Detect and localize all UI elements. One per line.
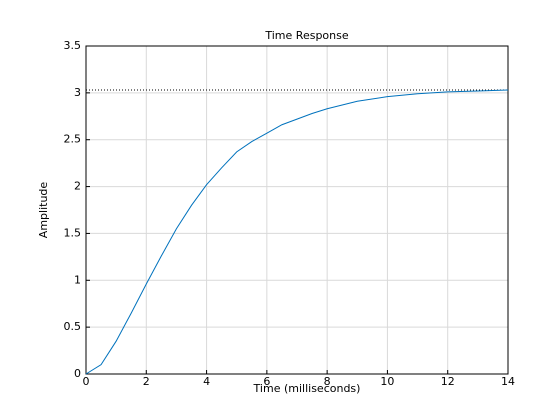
x-tick-label: 12 [441, 375, 455, 388]
y-axis-label: Amplitude [37, 182, 50, 239]
x-tick-label: 8 [324, 375, 331, 388]
x-tick-label: 14 [501, 375, 515, 388]
x-axis-label: Time (milliseconds) [253, 382, 361, 395]
y-tick-label: 3.5 [64, 39, 82, 52]
y-tick-label: 1 [74, 273, 81, 286]
plot-frame [85, 45, 509, 375]
y-tick-label: 1.5 [64, 226, 82, 239]
x-tick-label: 10 [380, 375, 394, 388]
x-tick-label: 6 [263, 375, 270, 388]
x-tick-label: 0 [83, 375, 90, 388]
y-tick-label: 0.5 [64, 320, 82, 333]
y-tick-label: 0 [74, 367, 81, 380]
y-tick-label: 2.5 [64, 133, 82, 146]
y-tick-label: 2 [74, 180, 81, 193]
y-tick-label: 3 [74, 86, 81, 99]
x-tick-label: 2 [143, 375, 150, 388]
x-tick-label: 4 [203, 375, 210, 388]
chart-title: Time Response [264, 29, 348, 42]
response-line [85, 89, 509, 375]
